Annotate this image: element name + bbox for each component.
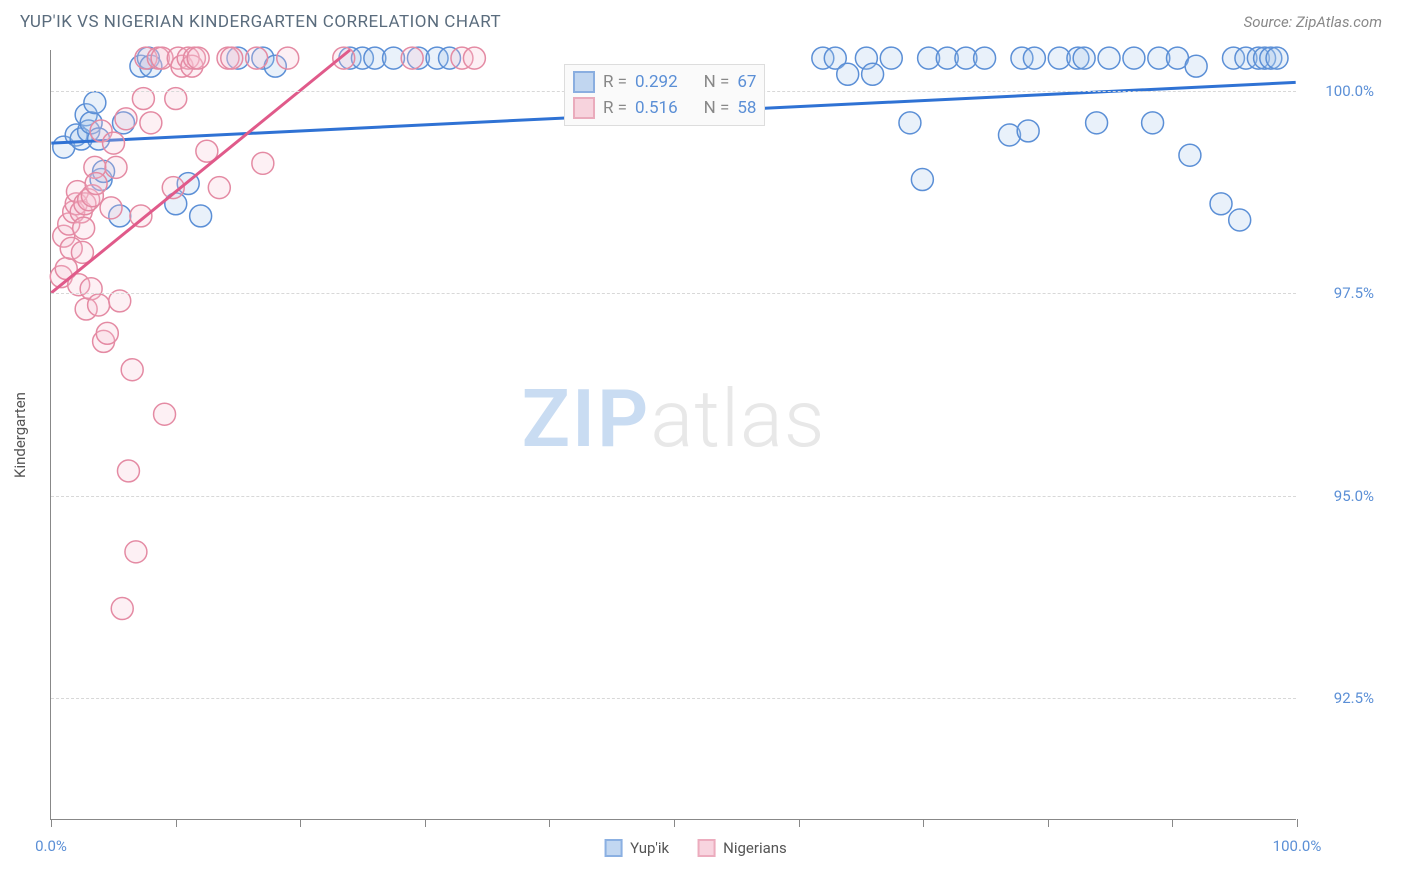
x-tick [1172, 819, 1173, 827]
data-point [130, 205, 152, 227]
legend-series-name: Nigerians [723, 839, 787, 857]
data-point [85, 173, 107, 195]
data-point [277, 47, 299, 69]
data-point [880, 47, 902, 69]
x-tick [300, 819, 301, 827]
x-tick [51, 819, 52, 827]
chart-header: YUP'IK VS NIGERIAN KINDERGARTEN CORRELAT… [0, 0, 1406, 40]
data-point [1086, 112, 1108, 134]
data-point [208, 177, 230, 199]
data-point [1179, 144, 1201, 166]
x-tick-label: 100.0% [1273, 837, 1322, 855]
legend-series-name: Yup'ik [630, 839, 669, 857]
x-tick [176, 819, 177, 827]
data-point [862, 63, 884, 85]
chart-title: YUP'IK VS NIGERIAN KINDERGARTEN CORRELAT… [20, 12, 501, 32]
data-point [115, 108, 137, 130]
x-tick [1297, 819, 1298, 827]
x-tick [799, 819, 800, 827]
plot-area: ZIPatlas 92.5%95.0%97.5%100.0% 0.0%100.0… [50, 50, 1296, 820]
y-axis-label: Kindergarten [11, 392, 29, 478]
x-tick [923, 819, 924, 827]
legend-n-label: N = [704, 98, 730, 118]
chart-source: Source: ZipAtlas.com [1244, 13, 1382, 31]
chart-container: Kindergarten ZIPatlas 92.5%95.0%97.5%100… [50, 50, 1380, 820]
legend-r-value: 0.516 [635, 98, 678, 118]
legend-r-value: 0.292 [635, 72, 678, 92]
data-point [837, 63, 859, 85]
scatter-svg [51, 50, 1296, 819]
data-point [84, 92, 106, 114]
data-point [1023, 47, 1045, 69]
data-point [140, 112, 162, 134]
data-point [121, 359, 143, 381]
legend-n-value: 67 [737, 72, 756, 92]
data-point [974, 47, 996, 69]
legend-n-label: N = [704, 72, 730, 92]
data-point [111, 598, 133, 620]
gridline [51, 293, 1296, 294]
data-point [1017, 120, 1039, 142]
data-point [911, 169, 933, 191]
y-tick-label: 100.0% [1325, 82, 1374, 100]
legend-stat-row: R = 0.292 N = 67 [573, 69, 757, 95]
legend-swatch [697, 839, 715, 857]
data-point [1229, 209, 1251, 231]
data-point [117, 460, 139, 482]
data-point [154, 403, 176, 425]
data-point [88, 294, 110, 316]
legend-swatch [573, 97, 595, 119]
data-point [1098, 47, 1120, 69]
data-point [187, 47, 209, 69]
legend-swatch [604, 839, 622, 857]
data-point [105, 156, 127, 178]
data-point [1185, 55, 1207, 77]
legend-item: Nigerians [697, 839, 787, 857]
data-point [252, 152, 274, 174]
data-point [1210, 193, 1232, 215]
gridline [51, 698, 1296, 699]
data-point [333, 47, 355, 69]
legend-stats-box: R = 0.292 N = 67 R = 0.516 N = 58 [564, 64, 766, 126]
data-point [401, 47, 423, 69]
data-point [1073, 47, 1095, 69]
bottom-legend: Yup'ik Nigerians [604, 839, 787, 857]
legend-r-label: R = [603, 98, 627, 118]
data-point [190, 205, 212, 227]
legend-item: Yup'ik [604, 839, 669, 857]
legend-n-value: 58 [737, 98, 756, 118]
data-point [1142, 112, 1164, 134]
data-point [125, 541, 147, 563]
data-point [899, 112, 921, 134]
data-point [246, 47, 268, 69]
legend-r-label: R = [603, 72, 627, 92]
data-point [1266, 47, 1288, 69]
x-tick-label: 0.0% [35, 837, 67, 855]
y-tick-label: 95.0% [1334, 487, 1374, 505]
x-tick [425, 819, 426, 827]
x-tick [1048, 819, 1049, 827]
data-point [1123, 47, 1145, 69]
legend-stat-row: R = 0.516 N = 58 [573, 95, 757, 121]
data-point [100, 197, 122, 219]
y-tick-label: 92.5% [1334, 689, 1374, 707]
legend-swatch [573, 71, 595, 93]
data-point [103, 132, 125, 154]
data-point [221, 47, 243, 69]
y-tick-label: 97.5% [1334, 284, 1374, 302]
x-tick [549, 819, 550, 827]
data-point [73, 217, 95, 239]
x-tick [674, 819, 675, 827]
gridline [51, 496, 1296, 497]
data-point [463, 47, 485, 69]
data-point [96, 322, 118, 344]
